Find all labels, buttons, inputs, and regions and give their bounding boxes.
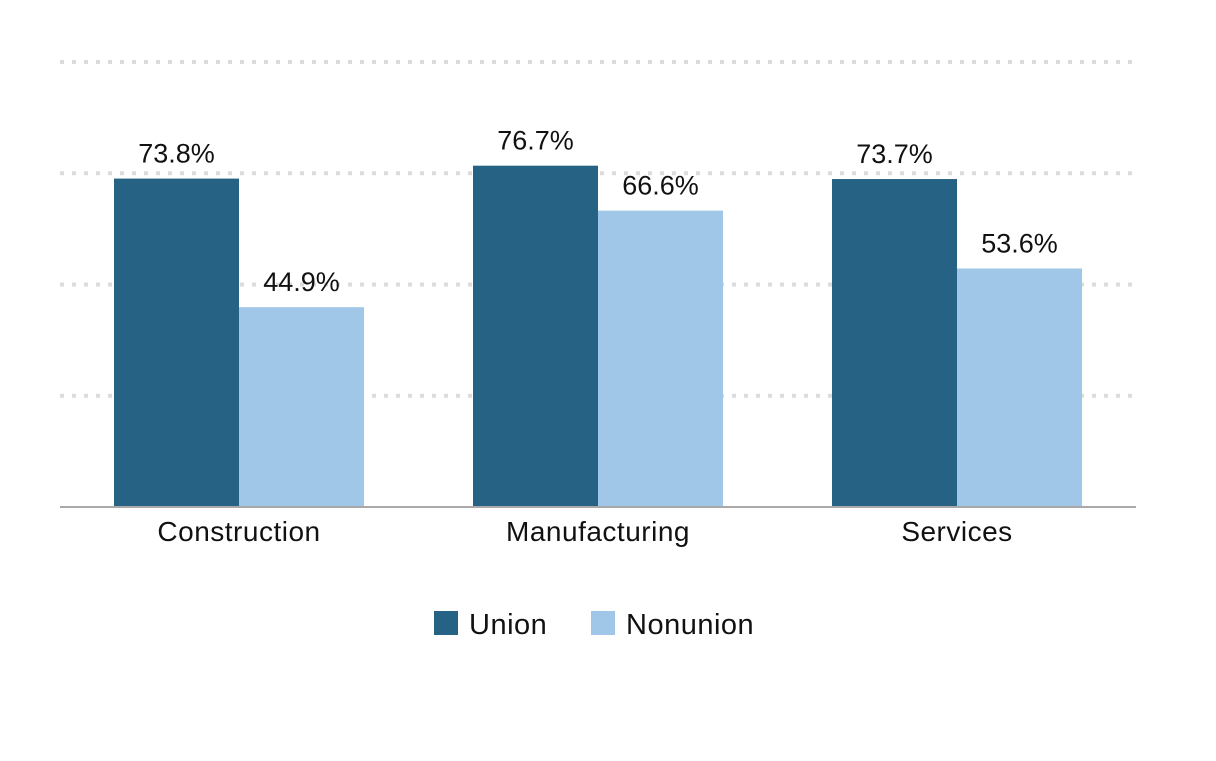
bar-union-construction bbox=[114, 178, 239, 507]
category-label-services: Services bbox=[901, 516, 1012, 547]
legend-swatch-union bbox=[434, 611, 458, 635]
bar-nonunion-services bbox=[957, 268, 1082, 507]
data-labels: 73.8% 44.9% 76.7% 66.6% 73.7% 53.6% bbox=[138, 126, 1058, 298]
data-label-union-construction: 73.8% bbox=[138, 139, 215, 169]
legend-swatch-nonunion bbox=[591, 611, 615, 635]
bar-union-services bbox=[832, 179, 957, 507]
data-label-union-services: 73.7% bbox=[856, 139, 933, 169]
legend: Union Nonunion bbox=[434, 609, 754, 641]
data-label-union-manufacturing: 76.7% bbox=[497, 126, 574, 156]
data-label-nonunion-construction: 44.9% bbox=[263, 267, 340, 297]
category-labels: Construction Manufacturing Services bbox=[157, 516, 1012, 547]
bar-nonunion-construction bbox=[239, 307, 364, 507]
category-label-construction: Construction bbox=[157, 516, 320, 547]
category-label-manufacturing: Manufacturing bbox=[506, 516, 690, 547]
legend-label-nonunion: Nonunion bbox=[626, 609, 754, 641]
bar-nonunion-manufacturing bbox=[598, 210, 723, 507]
data-label-nonunion-manufacturing: 66.6% bbox=[622, 171, 699, 201]
bar-union-manufacturing bbox=[473, 165, 598, 507]
bars bbox=[114, 165, 1082, 507]
legend-label-union: Union bbox=[469, 609, 547, 641]
data-label-nonunion-services: 53.6% bbox=[981, 228, 1058, 258]
